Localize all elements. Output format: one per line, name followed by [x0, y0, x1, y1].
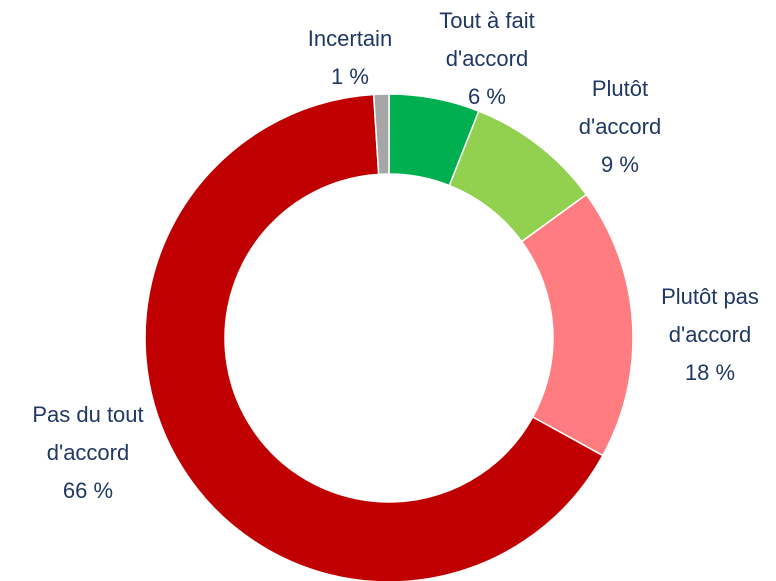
value-label: 9 % — [601, 152, 639, 177]
category-label: Plutôt d'accord — [578, 76, 662, 139]
value-label: 6 % — [468, 84, 506, 109]
slice-label: Pas du tout d'accord 66 % — [8, 396, 168, 510]
donut-slice — [520, 193, 634, 457]
category-label: Tout à fait d'accord — [439, 8, 535, 71]
donut-slice — [144, 93, 604, 581]
slice-label: Tout à fait d'accord 6 % — [417, 2, 557, 116]
slice-label: Plutôt pas d'accord 18 % — [635, 278, 776, 392]
category-label: Plutôt pas d'accord — [661, 284, 759, 347]
donut-slice — [372, 93, 390, 176]
value-label: 18 % — [684, 360, 736, 385]
value-label: 1 % — [331, 64, 369, 89]
category-label: Pas du tout d'accord — [32, 402, 144, 465]
slice-label: Incertain 1 % — [280, 20, 420, 96]
slice-label: Plutôt d'accord 9 % — [560, 70, 680, 184]
value-label: 66 % — [62, 478, 114, 503]
category-label: Incertain — [307, 26, 393, 51]
